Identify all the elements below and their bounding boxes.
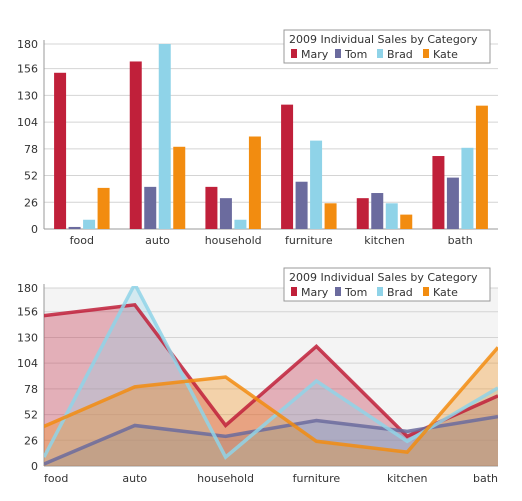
legend-title: 2009 Individual Sales by Category (289, 271, 478, 284)
legend-swatch (335, 287, 341, 296)
legend-swatch (335, 49, 341, 58)
bar-brad (83, 219, 96, 229)
plot-area (44, 44, 498, 229)
y-tick-label: 26 (24, 434, 38, 447)
legend-box (283, 267, 491, 302)
bar-kate (97, 187, 110, 229)
legend-label: Kate (433, 48, 458, 61)
x-tick-label: kitchen (364, 234, 405, 247)
y-tick-label: 78 (24, 383, 38, 396)
bar-tom (295, 181, 308, 229)
y-tick-label: 26 (24, 196, 38, 209)
bar-tom (144, 186, 157, 229)
legend-label: Kate (433, 286, 458, 299)
legend-swatch (291, 287, 297, 296)
bar-kate (475, 105, 488, 229)
x-tick-label: auto (122, 472, 147, 485)
area-kate (44, 347, 498, 466)
x-tick-label: furniture (285, 234, 333, 247)
bar-kate (173, 146, 186, 229)
legend-box (283, 29, 491, 64)
bar-tom (446, 177, 459, 229)
x-tick-label: food (70, 234, 94, 247)
bar-tom (68, 226, 81, 229)
y-tick-label: 156 (17, 63, 38, 76)
bar-brad (310, 140, 323, 229)
y-tick-label: 104 (17, 357, 38, 370)
y-tick-label: 130 (17, 89, 38, 102)
x-tick-label: auto (145, 234, 170, 247)
bar-mary (281, 104, 294, 229)
area-layer (44, 286, 498, 466)
legend-title: 2009 Individual Sales by Category (289, 33, 478, 46)
bar-mary (432, 156, 445, 229)
legend-swatch (423, 287, 429, 296)
chart-1: 0 26 52 78 104 130 156 180 food auto household furn… (17, 29, 498, 247)
x-tick-label: bath (448, 234, 473, 247)
x-tick-label: kitchen (387, 472, 428, 485)
legend-label: Tom (344, 48, 367, 61)
bar-brad (234, 219, 247, 229)
x-tick-label: bath (473, 472, 498, 485)
chart-2: 0 26 52 78 104 130 156 180 food auto household furn… (17, 267, 498, 485)
legend: 2009 Individual Sales by Category Mary Tom… (283, 267, 491, 302)
bar-mary (356, 198, 369, 229)
legend-swatch (291, 49, 297, 58)
y-tick-label: 130 (17, 331, 38, 344)
legend-label: Mary (301, 286, 329, 299)
y-tick-label: 78 (24, 143, 38, 156)
bar-brad (385, 203, 398, 229)
x-tick-label: furniture (293, 472, 341, 485)
x-tick-label: household (205, 234, 262, 247)
bar-brad (461, 147, 474, 229)
y-tick-label: 52 (24, 409, 38, 422)
y-tick-label: 0 (31, 460, 38, 473)
legend-label: Tom (344, 286, 367, 299)
line-kate (44, 346, 498, 455)
y-tick-label: 0 (31, 223, 38, 236)
bar-kate (324, 203, 337, 229)
bar-mary (129, 61, 142, 229)
legend-swatch (377, 287, 383, 296)
bar-mary (54, 72, 67, 230)
legend-label: Mary (301, 48, 329, 61)
y-tick-label: 180 (17, 38, 38, 51)
y-tick-label: 156 (17, 306, 38, 319)
y-tick-label: 52 (24, 170, 38, 183)
bar-tom (371, 193, 384, 229)
bar-tom (219, 198, 232, 229)
bar-brad (158, 44, 171, 229)
bar-mary (205, 186, 218, 229)
legend-swatch (423, 49, 429, 58)
bar-kate (400, 214, 413, 229)
legend-label: Brad (387, 286, 413, 299)
x-tick-label: food (44, 472, 68, 485)
line-tom (44, 414, 498, 466)
legend: 2009 Individual Sales by Category Mary Tom… (283, 29, 491, 64)
y-tick-label: 104 (17, 116, 38, 129)
x-tick-label: household (197, 472, 254, 485)
legend-swatch (377, 49, 383, 58)
legend-label: Brad (387, 48, 413, 61)
y-tick-label: 180 (17, 282, 38, 295)
bar-kate (248, 136, 261, 229)
